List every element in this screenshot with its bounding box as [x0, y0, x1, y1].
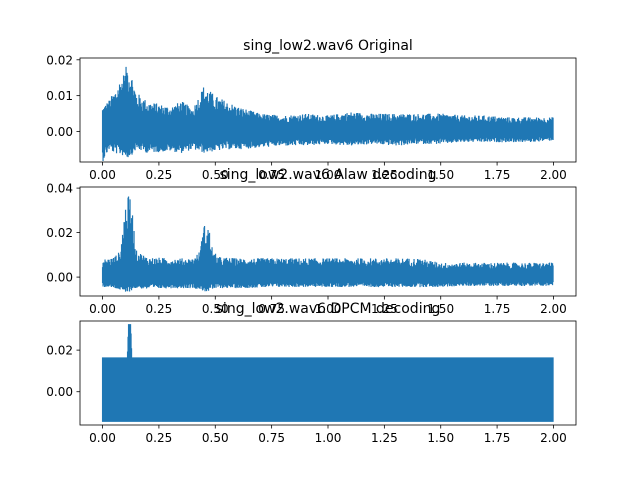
subplot-3: 0.00 0.25 0.50 0.75 1.00 1.25 1.50 1.75 2.00 0.00… — [46, 301, 577, 445]
x-tick-label: 1.50 — [427, 302, 454, 316]
y-tick-label: 0.02 — [46, 344, 73, 358]
subplot-title-2: sing_low2.wav6 Alaw decoding — [219, 167, 436, 183]
x-tick-label: 1.50 — [427, 431, 454, 445]
subplot-1: 0.00 0.25 0.50 0.75 1.00 1.25 1.50 1.75 2.00 0.00… — [46, 38, 577, 182]
y-tick-label: 0.00 — [46, 271, 73, 285]
x-tick-label: 2.00 — [540, 431, 567, 445]
y-tick-label: 0.00 — [46, 385, 73, 399]
x-tick-label: 1.75 — [484, 168, 511, 182]
x-tick-label: 0.00 — [89, 302, 116, 316]
x-tick-label: 0.75 — [258, 302, 285, 316]
x-tick-label: 1.00 — [315, 168, 342, 182]
x-tick-label: 2.00 — [540, 302, 567, 316]
x-tick-label: 0.75 — [258, 431, 285, 445]
x-tick-label: 0.00 — [89, 168, 116, 182]
subplot-title-1: sing_low2.wav6 Original — [243, 38, 413, 54]
x-tick-label: 1.25 — [371, 431, 398, 445]
x-tick-label: 0.50 — [202, 168, 229, 182]
x-tick-label: 0.50 — [202, 431, 229, 445]
x-tick-label: 1.25 — [371, 168, 398, 182]
x-tick-label: 0.50 — [202, 302, 229, 316]
x-tick-label: 1.25 — [371, 302, 398, 316]
y-tick-label: 0.00 — [46, 125, 73, 139]
subplot-2: 0.00 0.25 0.50 0.75 1.00 1.25 1.50 1.75 2.00 0.00… — [46, 167, 577, 316]
waveform-series-2 — [101, 196, 554, 292]
waveform-series-3 — [101, 324, 554, 422]
y-tick-label: 0.02 — [46, 226, 73, 240]
x-tick-label: 2.00 — [540, 168, 567, 182]
y-tick-label: 0.02 — [46, 53, 73, 67]
y-tick-label: 0.01 — [46, 89, 73, 103]
x-tick-label: 0.25 — [146, 168, 173, 182]
waveform-series-1 — [101, 66, 554, 162]
x-tick-label: 0.25 — [146, 302, 173, 316]
subplot-title-3: sing_low2.wav6 DPCM decoding — [216, 301, 441, 317]
x-tick-label: 1.75 — [484, 302, 511, 316]
x-tick-label: 0.75 — [258, 168, 285, 182]
y-tick-label: 0.04 — [46, 182, 73, 196]
x-tick-label: 1.75 — [484, 431, 511, 445]
x-tick-label: 0.00 — [89, 431, 116, 445]
x-tick-label: 1.00 — [315, 431, 342, 445]
x-tick-label: 0.25 — [146, 431, 173, 445]
x-tick-label: 1.00 — [315, 302, 342, 316]
x-tick-label: 1.50 — [427, 168, 454, 182]
